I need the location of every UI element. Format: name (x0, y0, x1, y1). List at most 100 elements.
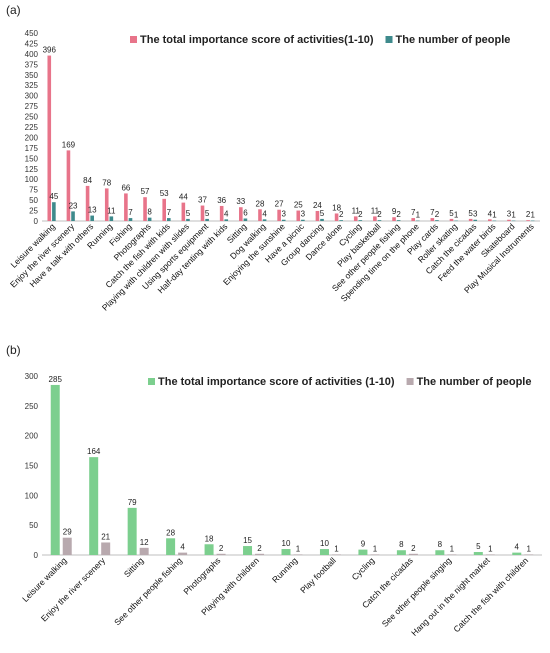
data-label: 5 (468, 209, 473, 218)
bar-number-of-people (301, 219, 305, 221)
bar-importance-score (50, 384, 60, 555)
data-label: 1 (527, 544, 532, 553)
y-tick-label: 425 (25, 39, 39, 48)
data-label: 2 (377, 210, 382, 219)
data-label: 4 (180, 543, 185, 552)
data-label: 9 (392, 207, 397, 216)
legend-item: The number of people (406, 376, 532, 388)
y-tick-label: 150 (25, 154, 39, 163)
bar-importance-score (143, 197, 147, 221)
bar-importance-score (66, 150, 71, 221)
data-label: 33 (236, 197, 245, 206)
data-label: 1 (492, 211, 497, 220)
bar-number-of-people (109, 216, 114, 221)
bar-importance-score (435, 550, 445, 555)
bar-importance-score (507, 219, 511, 221)
bar-number-of-people (255, 553, 265, 555)
bar-importance-score (124, 193, 128, 221)
bar-number-of-people (147, 217, 152, 221)
data-label: 66 (121, 183, 130, 192)
bar-number-of-people (205, 218, 209, 221)
legend-item: The total importance score of activities… (130, 34, 374, 46)
data-label: 5 (186, 209, 191, 218)
bar-importance-score (162, 198, 166, 221)
data-label: 2 (526, 210, 531, 219)
bar-importance-score (200, 205, 205, 221)
legend-item: The number of people (385, 34, 510, 46)
data-label: 45 (49, 192, 58, 201)
bar-importance-score (219, 205, 224, 221)
bar-importance-score (296, 210, 301, 221)
bar-number-of-people (416, 220, 420, 222)
bar-number-of-people (281, 219, 286, 221)
bar-importance-score (85, 185, 90, 221)
data-label: 24 (313, 201, 322, 210)
data-label: 2 (396, 210, 401, 219)
category-label: Enjoy the river scenery (39, 555, 108, 624)
legend-label: The number of people (417, 376, 532, 388)
data-label: 5 (476, 542, 481, 551)
bar-number-of-people (485, 554, 495, 555)
data-label: 2 (435, 210, 440, 219)
data-label: 28 (256, 199, 265, 208)
data-label: 79 (128, 498, 137, 507)
data-label: 7 (128, 208, 133, 217)
bar-number-of-people (71, 211, 75, 221)
bar-importance-score (319, 549, 329, 555)
y-tick-label: 350 (25, 71, 39, 80)
bar-number-of-people (492, 220, 497, 222)
bar-number-of-people (473, 219, 478, 221)
legend-swatch (148, 378, 155, 385)
data-label: 11 (371, 206, 380, 215)
data-label: 28 (166, 528, 175, 537)
data-label: 2 (411, 544, 416, 553)
data-label: 396 (43, 46, 57, 55)
bar-importance-score (89, 457, 99, 555)
bar-number-of-people (101, 542, 111, 555)
bar-number-of-people (530, 220, 535, 222)
y-tick-label: 225 (25, 123, 39, 132)
legend-swatch (406, 378, 414, 385)
bar-number-of-people (358, 220, 363, 221)
bar-importance-score (243, 546, 253, 555)
legend-label: The total importance score of activities… (158, 376, 395, 388)
data-label: 78 (102, 178, 111, 187)
chart-a-svg: (a)0255075100125150175200225250275300325… (6, 3, 540, 313)
category-label: Photographs (181, 555, 222, 596)
bar-importance-score (411, 218, 415, 221)
bar-importance-score (373, 216, 377, 221)
data-label: 3 (507, 210, 512, 219)
bar-number-of-people (139, 547, 149, 555)
bar-number-of-people (377, 220, 382, 221)
y-tick-label: 450 (25, 29, 39, 38)
data-label: 37 (198, 196, 207, 205)
y-tick-label: 150 (25, 462, 39, 471)
bar-number-of-people (262, 219, 267, 221)
bar-number-of-people (447, 554, 457, 555)
data-label: 2 (219, 544, 224, 553)
bar-importance-score (488, 219, 492, 221)
y-tick-label: 200 (25, 432, 39, 441)
data-label: 1 (334, 544, 339, 553)
panel-label: (b) (6, 343, 21, 357)
category-label: See other people fishing (112, 555, 184, 627)
y-tick-label: 100 (25, 491, 39, 500)
bar-number-of-people (243, 218, 248, 221)
bar-number-of-people (62, 537, 72, 555)
bar-importance-score (353, 216, 358, 221)
data-label: 169 (62, 140, 76, 149)
bar-importance-score (526, 220, 530, 221)
chart-panel-b: (b) 0 50 100 150 200 250 300 285 29 Leisure walkin… (0, 338, 550, 653)
data-label: 57 (141, 187, 150, 196)
bar-importance-score (239, 207, 243, 221)
y-tick-label: 50 (29, 521, 38, 530)
data-label: 8 (438, 540, 443, 549)
bar-importance-score (430, 218, 435, 221)
data-label: 23 (69, 201, 78, 210)
bar-importance-score (334, 213, 339, 221)
y-tick-label: 300 (25, 372, 39, 381)
bar-number-of-people (339, 220, 343, 221)
bar-importance-score (358, 549, 368, 555)
legend-swatch (130, 36, 137, 43)
data-label: 84 (83, 176, 92, 185)
